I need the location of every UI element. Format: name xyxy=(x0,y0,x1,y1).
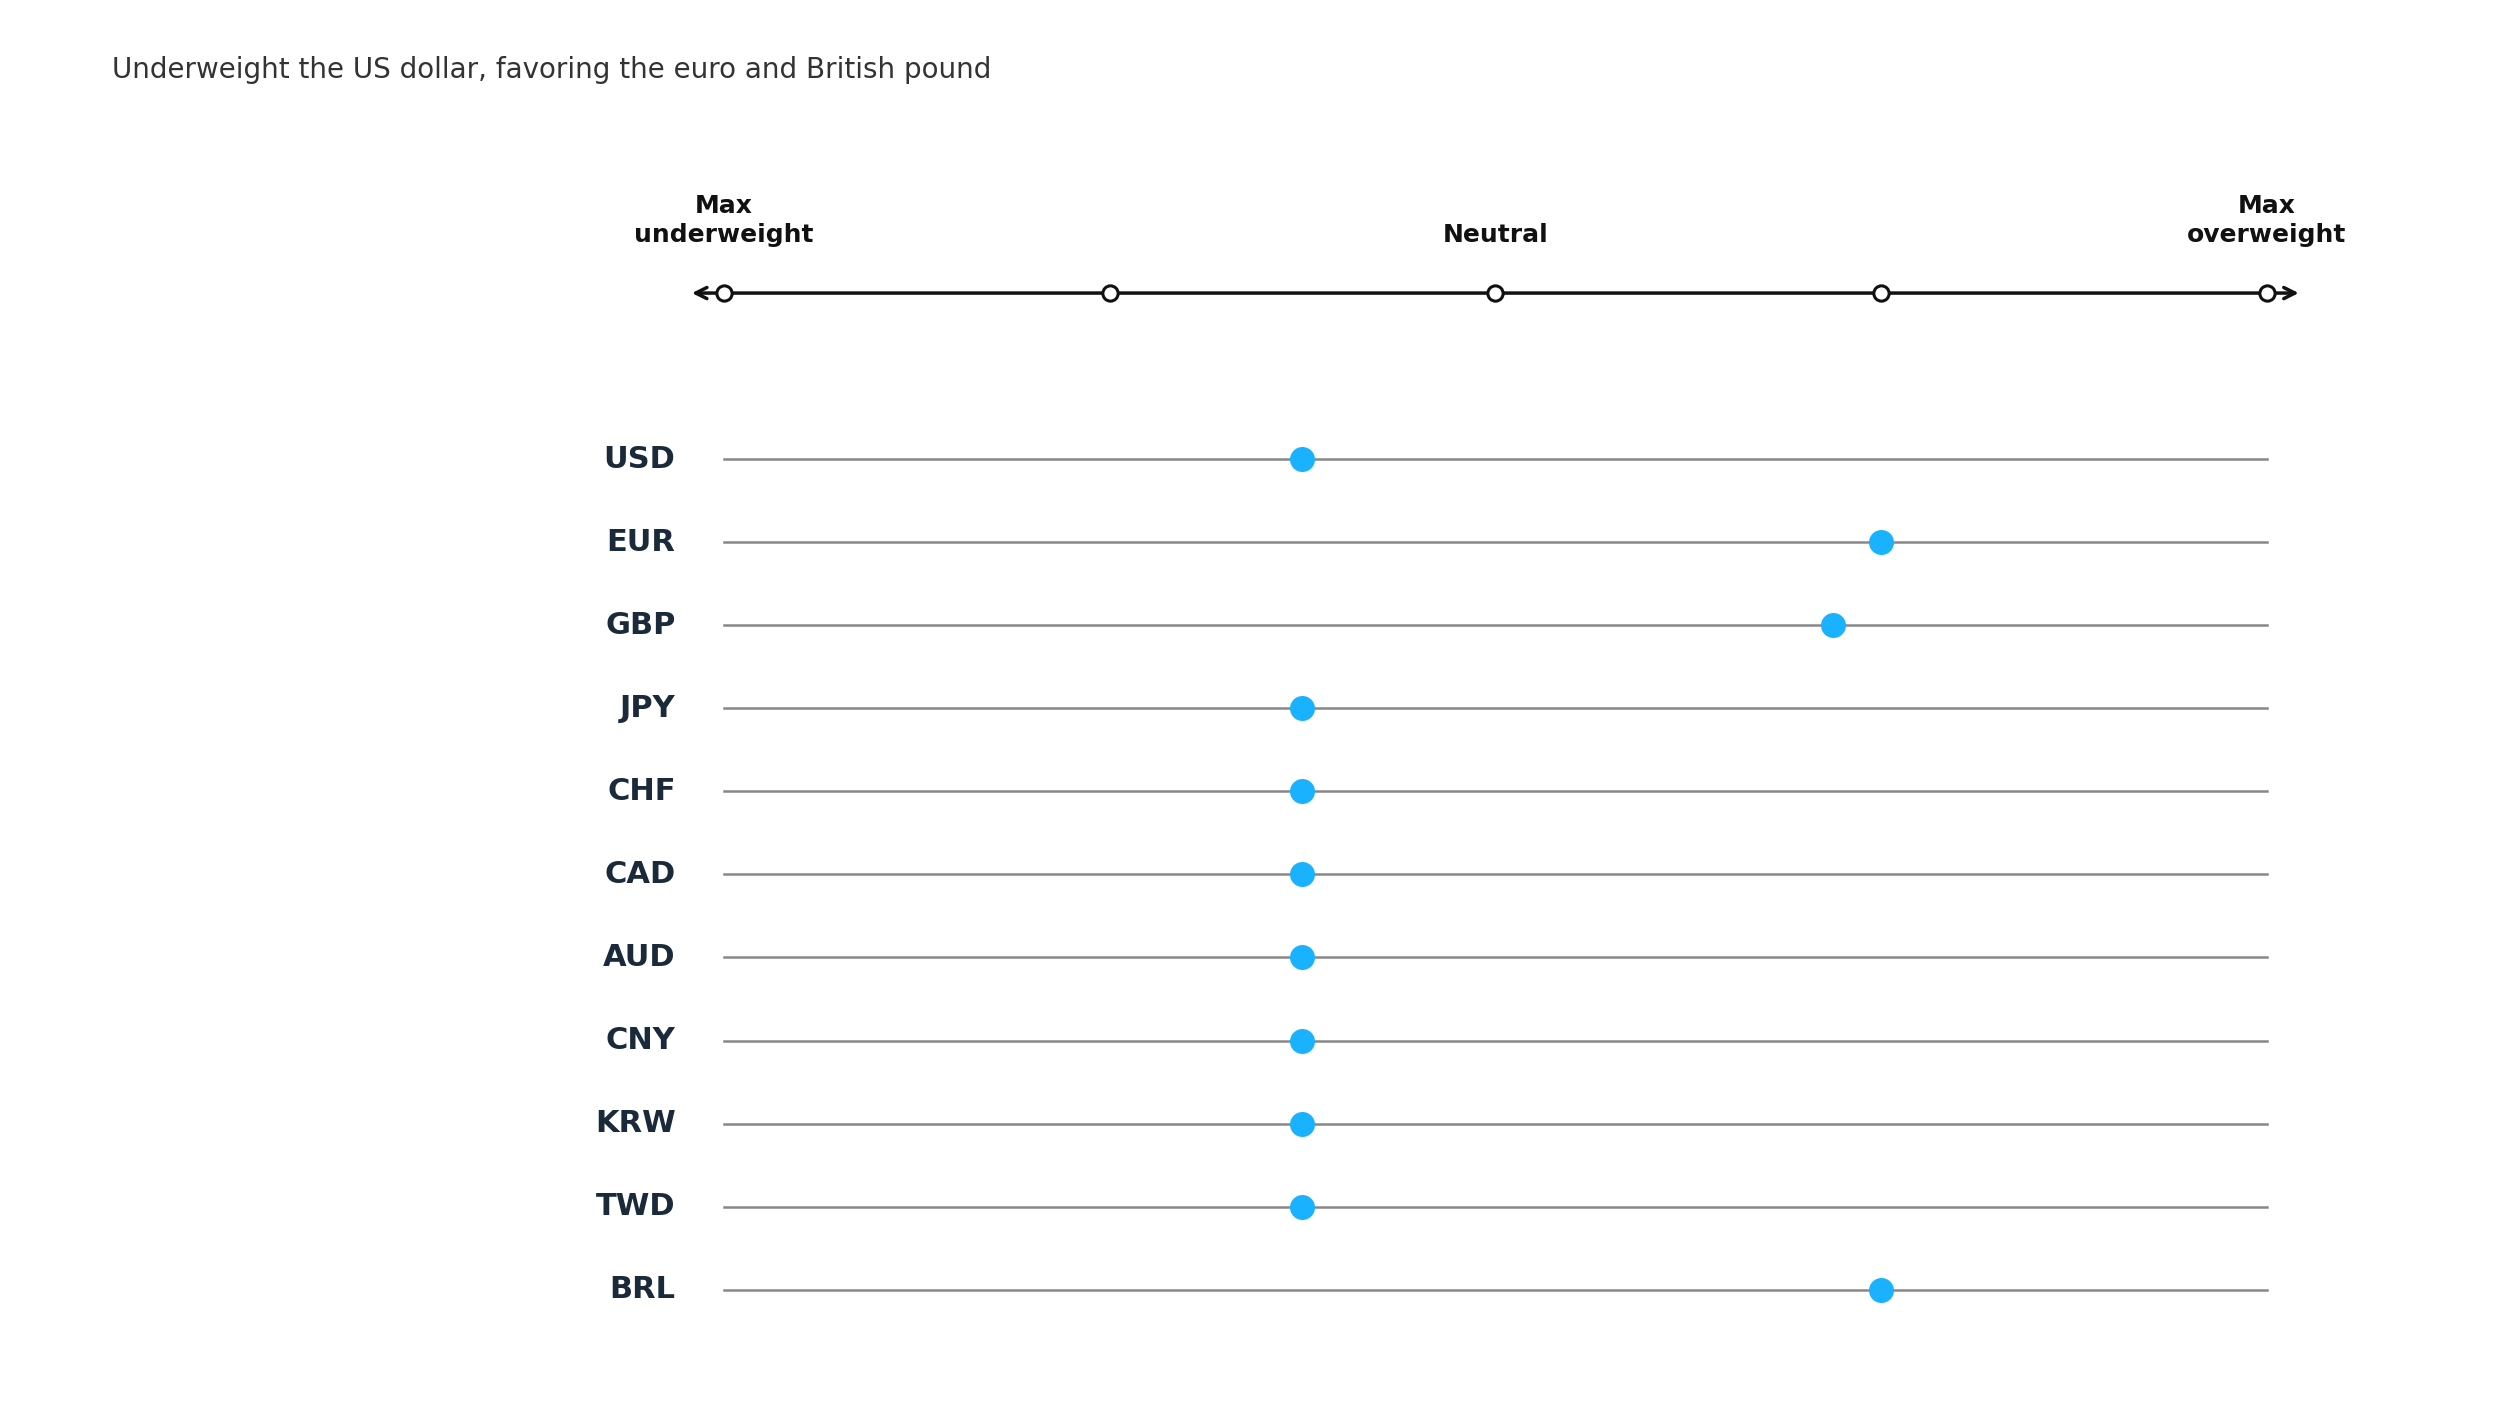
Text: CHF: CHF xyxy=(607,776,676,806)
Text: USD: USD xyxy=(604,445,676,473)
Text: Underweight the US dollar, favoring the euro and British pound: Underweight the US dollar, favoring the … xyxy=(112,56,991,84)
Text: CNY: CNY xyxy=(607,1026,676,1054)
Text: JPY: JPY xyxy=(619,694,676,723)
Text: KRW: KRW xyxy=(594,1109,676,1139)
Text: AUD: AUD xyxy=(604,943,676,972)
Text: GBP: GBP xyxy=(604,611,676,640)
Text: Max
underweight: Max underweight xyxy=(634,194,814,247)
Text: EUR: EUR xyxy=(607,528,676,557)
Text: CAD: CAD xyxy=(604,859,676,889)
Text: TWD: TWD xyxy=(597,1192,676,1221)
Text: Neutral: Neutral xyxy=(1443,223,1548,247)
Text: BRL: BRL xyxy=(609,1275,676,1304)
Text: Max
overweight: Max overweight xyxy=(2186,194,2346,247)
